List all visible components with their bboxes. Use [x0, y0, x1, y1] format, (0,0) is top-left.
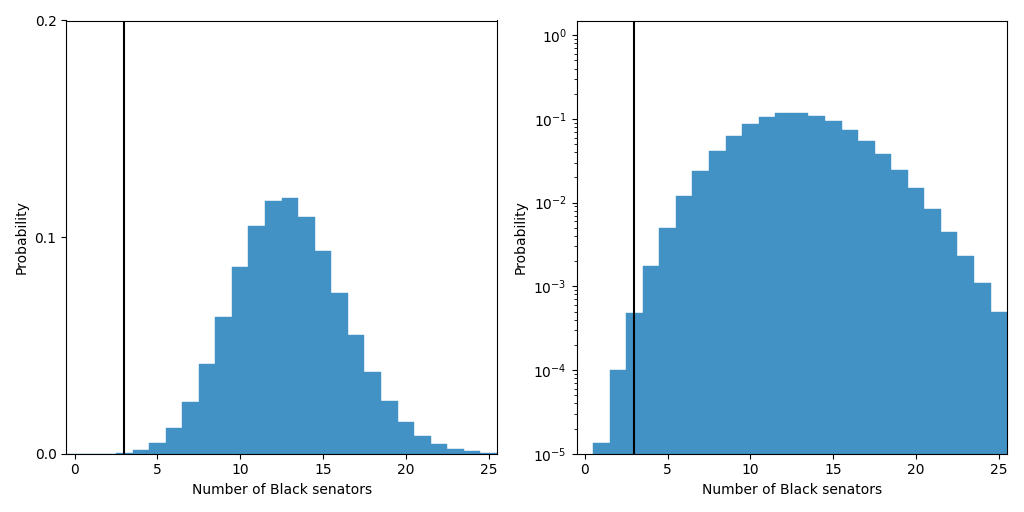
Bar — [215, 317, 231, 454]
Bar — [891, 170, 908, 512]
Bar — [974, 283, 990, 512]
Bar — [314, 251, 332, 454]
Bar — [941, 231, 957, 512]
Bar — [726, 136, 742, 512]
Bar — [332, 292, 348, 454]
Bar — [365, 372, 381, 454]
Bar — [643, 266, 659, 512]
Bar — [808, 116, 825, 512]
Bar — [249, 226, 265, 454]
Bar — [150, 443, 166, 454]
Bar — [348, 335, 365, 454]
Bar — [182, 402, 199, 454]
X-axis label: Number of Black senators: Number of Black senators — [191, 483, 372, 497]
Bar — [676, 197, 692, 512]
Y-axis label: Probability: Probability — [15, 200, 29, 274]
Bar — [957, 257, 974, 512]
Bar — [775, 113, 792, 512]
Bar — [874, 154, 891, 512]
Bar — [414, 436, 431, 454]
Bar — [742, 124, 759, 512]
Bar — [627, 313, 643, 512]
Bar — [842, 130, 858, 512]
Bar — [825, 121, 842, 512]
Bar — [199, 364, 215, 454]
Bar — [792, 113, 808, 512]
Bar — [659, 228, 676, 512]
Bar — [381, 401, 397, 454]
Bar — [858, 141, 874, 512]
Bar — [709, 151, 726, 512]
Bar — [759, 117, 775, 512]
Bar — [593, 443, 609, 512]
Bar — [116, 453, 132, 454]
Bar — [282, 199, 298, 454]
Bar — [397, 422, 414, 454]
Bar — [265, 201, 282, 454]
Bar — [464, 452, 480, 454]
Bar — [480, 453, 497, 454]
Bar — [447, 449, 464, 454]
X-axis label: Number of Black senators: Number of Black senators — [701, 483, 882, 497]
Bar — [692, 171, 709, 512]
Bar — [990, 312, 1008, 512]
Bar — [925, 209, 941, 512]
Y-axis label: Probability: Probability — [514, 200, 527, 274]
Bar — [431, 444, 447, 454]
Bar — [908, 188, 925, 512]
Bar — [609, 370, 627, 512]
Bar — [166, 428, 182, 454]
Bar — [231, 267, 249, 454]
Bar — [298, 217, 314, 454]
Bar — [132, 450, 150, 454]
